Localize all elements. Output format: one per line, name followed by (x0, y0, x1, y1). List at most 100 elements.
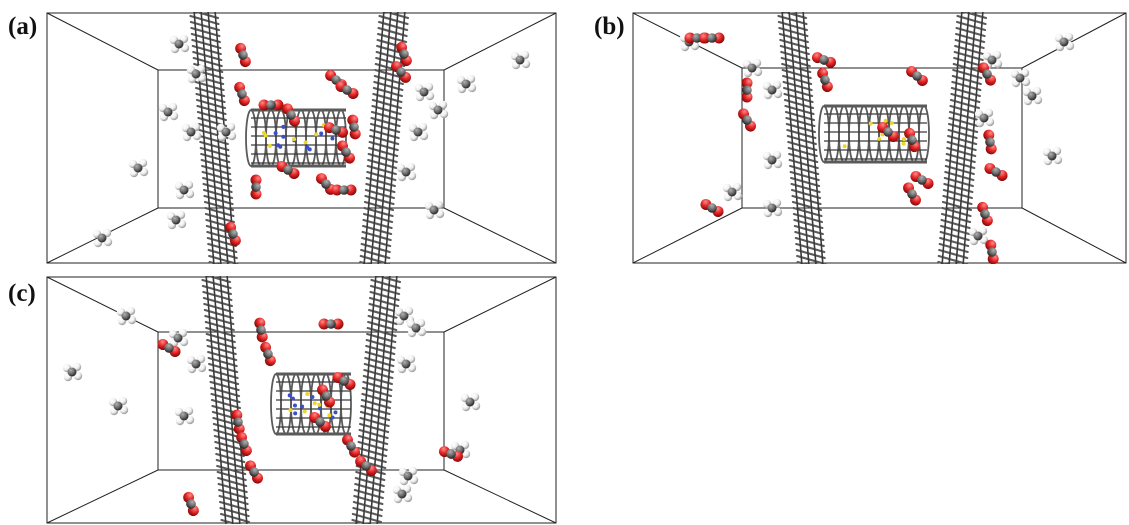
panel-a (46, 12, 557, 264)
ch4-molecule (742, 58, 763, 78)
ch4-molecule (456, 74, 477, 94)
co2-molecule (817, 67, 833, 93)
ch4-molecule (128, 158, 149, 178)
ch4-molecule (722, 182, 743, 202)
ch4-molecule (396, 162, 417, 182)
co2-molecule (985, 239, 999, 264)
co2-molecule (245, 460, 263, 484)
ch4-molecule (158, 102, 179, 122)
ch4-molecule (428, 100, 449, 120)
co2-molecule (903, 182, 921, 206)
co2-molecule (984, 163, 1008, 181)
co2-molecule (337, 140, 355, 164)
co2-molecule (260, 341, 276, 367)
panel-label-c: (c) (8, 280, 36, 307)
ch4-molecule (510, 50, 531, 70)
co2-molecule (323, 122, 349, 138)
co2-molecule (906, 66, 928, 86)
simulation-box-c (46, 276, 557, 524)
graphene-sheet-left (777, 12, 827, 264)
ch4-molecule (1010, 68, 1031, 88)
co2-molecule (254, 317, 268, 343)
ch4-molecule (1042, 146, 1063, 166)
ch4-molecule (1054, 32, 1075, 52)
ch4-molecule (216, 122, 237, 142)
simulation-box-b (632, 12, 1127, 264)
co2-molecule (741, 77, 753, 103)
co2-molecule (904, 127, 920, 153)
box-edges (46, 12, 557, 264)
ch4-molecule (406, 318, 427, 338)
ch4-molecule (186, 64, 207, 84)
ch4-molecule (166, 210, 187, 230)
co2-molecule (157, 339, 181, 357)
ch4-molecule (968, 226, 989, 246)
co2-molecule (811, 52, 837, 68)
co2-molecule (347, 114, 361, 140)
co2-molecule (700, 199, 724, 217)
co2-molecule (234, 81, 250, 107)
co2-molecule (391, 61, 411, 83)
sulfur-atoms (288, 391, 332, 418)
ch4-molecule (1022, 86, 1043, 106)
ch4-molecule (186, 354, 207, 374)
ch4-molecule (169, 34, 190, 54)
co2-molecule (342, 434, 360, 458)
co2-molecule (335, 81, 359, 99)
co2-molecule (250, 174, 262, 200)
panel-c (46, 276, 557, 524)
graphene-sheet-left (201, 276, 251, 524)
ch4-molecule (181, 122, 202, 142)
ch4-molecule (424, 200, 445, 220)
co2-molecule (183, 491, 199, 517)
ch4-molecule (460, 392, 481, 412)
ch4-molecule (762, 198, 783, 218)
co2-molecule (231, 409, 245, 435)
carbon-nanotube (245, 108, 347, 168)
co2-molecule (877, 122, 899, 142)
ch4-molecule (398, 466, 419, 486)
panel-label-a: (a) (8, 13, 38, 40)
ch4-molecule (108, 396, 129, 416)
co2-molecule (235, 42, 251, 68)
ch4-molecule (62, 362, 83, 382)
graphene-sheet-right (351, 276, 402, 524)
co2-molecule (331, 184, 357, 196)
ch4-molecule (414, 82, 435, 102)
co2-molecule (317, 384, 335, 408)
ch4-molecule (174, 180, 195, 200)
co2-molecule (282, 103, 300, 127)
graphene-sheet-right (937, 12, 988, 264)
co2-molecule (977, 201, 993, 227)
co2-molecule (438, 446, 464, 462)
co2-molecule (699, 32, 725, 44)
sulfur-atoms (842, 118, 907, 149)
co2-molecule (318, 318, 344, 330)
panel-b (632, 12, 1127, 264)
nitrogen-atoms (273, 124, 335, 152)
ch4-molecule (92, 228, 113, 248)
co2-molecule (276, 161, 300, 179)
co2-molecule (236, 431, 252, 457)
co2-molecule (355, 456, 377, 476)
graphene-sheet-left (189, 12, 239, 264)
co2-molecule (910, 171, 934, 189)
carbon-nanotube (270, 372, 352, 436)
co2-molecule (309, 412, 331, 432)
ch4-molecule (974, 108, 995, 128)
co2-molecule (983, 129, 997, 155)
carbon-nanotube (818, 104, 930, 164)
ch4-molecule (762, 80, 783, 100)
co2-molecule (396, 41, 412, 67)
ch4-molecule (116, 306, 137, 326)
co2-molecule (225, 221, 241, 247)
ch4-molecule (396, 354, 417, 374)
ch4-molecule (392, 484, 413, 504)
co2-molecule (978, 62, 996, 86)
box-edges (46, 276, 557, 524)
co2-molecule (738, 108, 756, 132)
simulation-box-a (46, 12, 557, 264)
panel-label-b: (b) (594, 13, 625, 40)
ch4-molecule (762, 150, 783, 170)
co2-molecule (332, 372, 356, 390)
